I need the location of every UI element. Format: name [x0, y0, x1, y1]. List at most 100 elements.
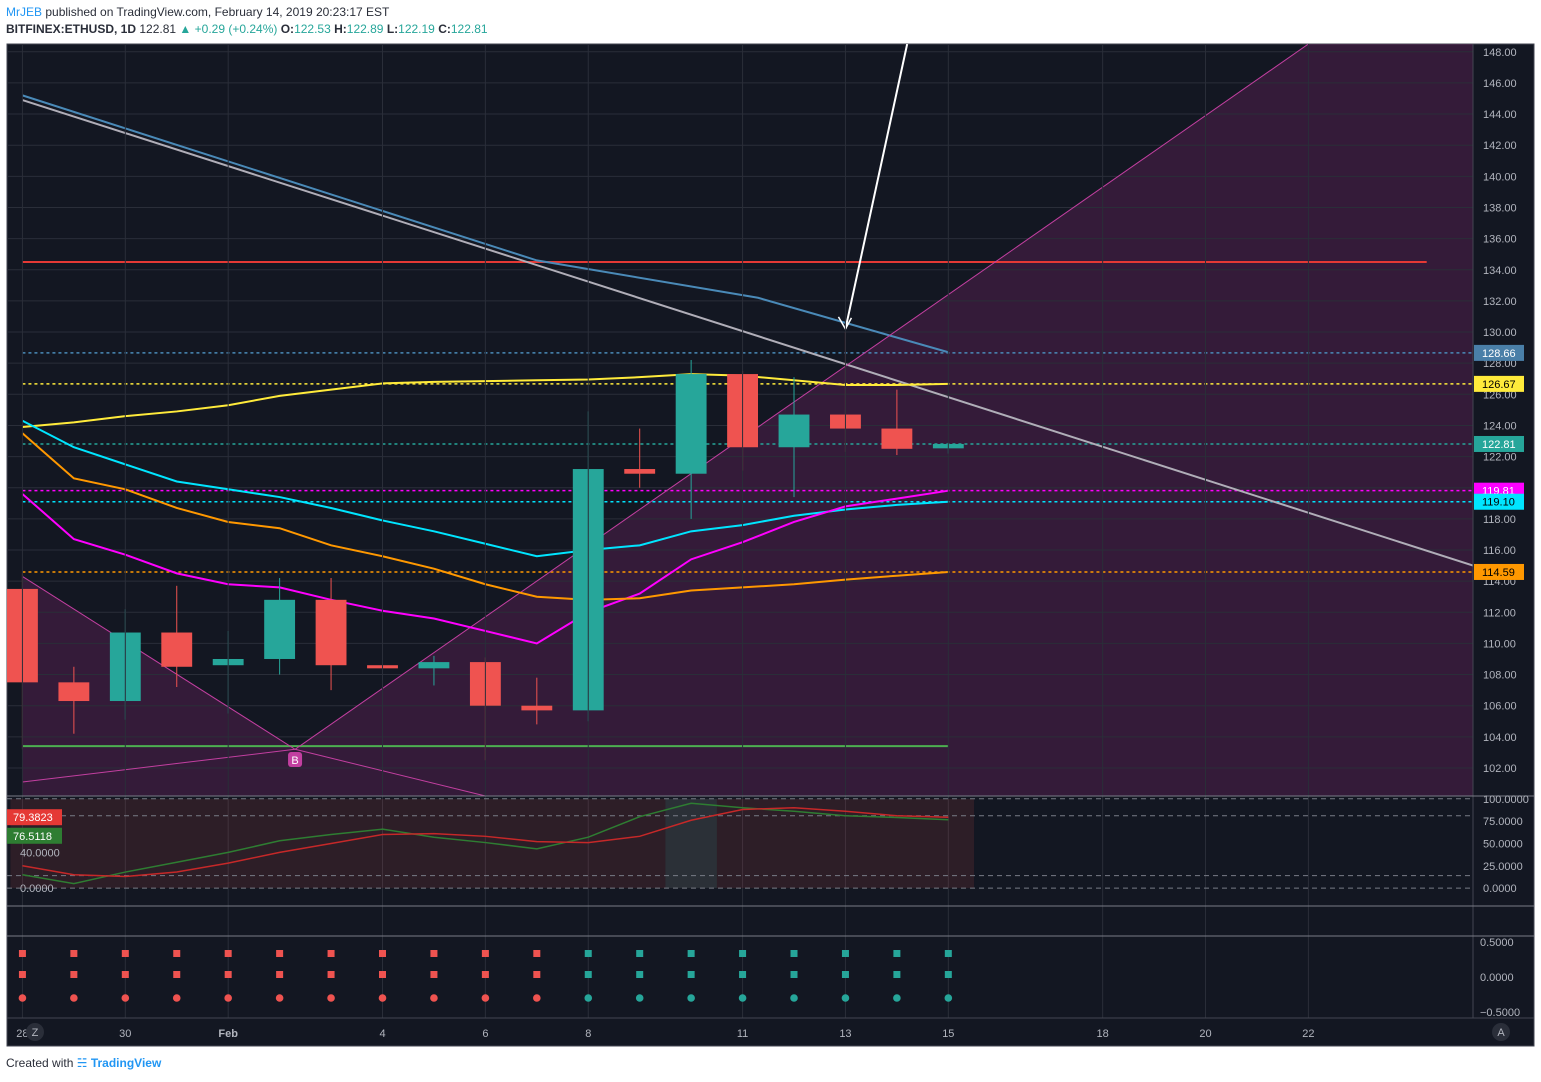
symbol-legend: BITFINEX:ETHUSD, 1D 122.81 ▲ +0.29 (+0.2…: [6, 22, 488, 36]
price-tick-label: 140.00: [1483, 171, 1517, 183]
price-tag: [1474, 563, 1524, 580]
candle-body: [778, 414, 810, 448]
date-tick-label: 6: [482, 1028, 488, 1040]
signal-dot: [481, 994, 490, 1002]
price-tag: [1474, 435, 1524, 452]
price-tag-label: 114.59: [1482, 567, 1515, 579]
stoch-d-tag: [7, 809, 62, 826]
trend-gray: [22, 99, 1473, 567]
signal-square-mid: [430, 971, 438, 978]
signal-dot: [378, 994, 387, 1002]
candle-body: [675, 374, 707, 474]
signal-square-top: [224, 950, 232, 957]
price-tick-label: 102.00: [1483, 763, 1517, 775]
signal-square-top: [70, 950, 78, 957]
price-tick-label: 138.00: [1483, 202, 1517, 214]
publish-text: published on TradingView.com, February 1…: [45, 5, 390, 19]
author-link[interactable]: MrJEB: [6, 5, 42, 19]
date-tick-label: 22: [1302, 1028, 1314, 1040]
stoch-left-tick-label: 40.0000: [20, 847, 60, 859]
tradingview-logo-icon: ☵: [76, 1056, 88, 1070]
channel-fill: [22, 44, 1473, 796]
signal-square-mid: [327, 971, 335, 978]
price-tag: [1474, 493, 1524, 510]
channel-low: [22, 748, 296, 783]
signal-square-mid: [224, 971, 232, 978]
signal-tick-label: −0.5000: [1480, 1007, 1520, 1019]
signal-dot: [635, 994, 644, 1002]
stoch-tick-label: 0.0000: [1483, 883, 1517, 895]
price-tag: [1474, 375, 1524, 392]
price-tick-label: 128.00: [1483, 358, 1517, 370]
signal-square-mid: [636, 971, 644, 978]
date-tick-label: 30: [119, 1028, 131, 1040]
date-tick-label: Feb: [218, 1028, 238, 1040]
open-label: O:: [280, 22, 295, 36]
price-tick-label: 104.00: [1483, 732, 1517, 744]
stoch-cross-fill: [665, 798, 717, 889]
signal-square-mid: [584, 971, 592, 978]
symbol-name[interactable]: BITFINEX:ETHUSD, 1D: [6, 22, 137, 36]
stoch-tick-label: 25.0000: [1483, 861, 1523, 873]
price-tick-label: 144.00: [1483, 109, 1517, 121]
open-value: 122.53: [294, 22, 331, 36]
candle-body: [521, 705, 553, 711]
signal-square-mid: [379, 971, 387, 978]
created-with-text: Created with: [6, 1056, 74, 1070]
price-tick-label: 110.00: [1483, 638, 1516, 650]
signal-dot: [533, 994, 541, 1002]
date-tick-label: 15: [942, 1028, 954, 1040]
z-button-label: Z: [32, 1027, 39, 1039]
low-value: 122.19: [398, 22, 435, 36]
signal-square-top: [481, 950, 489, 957]
signal-marker-label: B: [291, 755, 298, 767]
signal-square-top: [687, 950, 695, 957]
signal-square-top: [379, 950, 387, 957]
price-tag-label: 122.81: [1482, 439, 1516, 451]
publish-info: MrJEB published on TradingView.com, Febr…: [6, 5, 389, 19]
signal-square-top: [430, 950, 438, 957]
chart-background: [7, 44, 1534, 1046]
price-tick-label: 126.00: [1483, 389, 1517, 401]
date-tick-label: 8: [585, 1028, 591, 1040]
signal-dot: [224, 994, 232, 1002]
signal-dot: [687, 994, 695, 1002]
signal-dot: [121, 994, 130, 1002]
tradingview-brand[interactable]: TradingView: [90, 1056, 162, 1070]
stoch-k-line: [22, 802, 949, 885]
price-tick-label: 108.00: [1483, 670, 1517, 682]
stoch-k-tag: [7, 827, 62, 844]
candle-body: [418, 662, 450, 669]
close-label: C:: [438, 22, 451, 36]
signal-dot: [584, 994, 593, 1002]
last-price: 122.81: [139, 22, 177, 36]
candle-body: [264, 599, 296, 659]
date-tick-label: 20: [1199, 1028, 1211, 1040]
date-tick-label: 11: [737, 1028, 748, 1040]
channel-up: [294, 44, 1309, 750]
signal-square-mid: [841, 971, 849, 978]
footer: Created with ☵ TradingView: [6, 1056, 161, 1070]
stoch-left-tick-label: 0.0000: [20, 883, 54, 895]
signal-square-mid: [173, 971, 181, 978]
signal-square-top: [739, 950, 747, 957]
signal-tick-label: 0.5000: [1480, 937, 1514, 949]
main-pane: B: [7, 44, 1473, 796]
trend-blue: [22, 94, 949, 354]
price-tick-label: 106.00: [1483, 701, 1517, 713]
price-tick-label: 132.00: [1483, 296, 1517, 308]
signal-square-mid: [893, 971, 901, 978]
signal-square-mid: [481, 971, 489, 978]
candle-body: [315, 599, 347, 666]
high-value: 122.89: [346, 22, 384, 36]
price-tag-label: 128.66: [1482, 348, 1516, 360]
signal-square-top: [121, 950, 129, 957]
signal-square-top: [944, 950, 952, 957]
candle-body: [161, 632, 193, 667]
signal-square-mid: [533, 971, 541, 978]
date-tick-label: 18: [1097, 1028, 1109, 1040]
signal-square-top: [636, 950, 644, 957]
date-tick-label: 13: [839, 1028, 851, 1040]
signal-dot: [430, 994, 438, 1002]
